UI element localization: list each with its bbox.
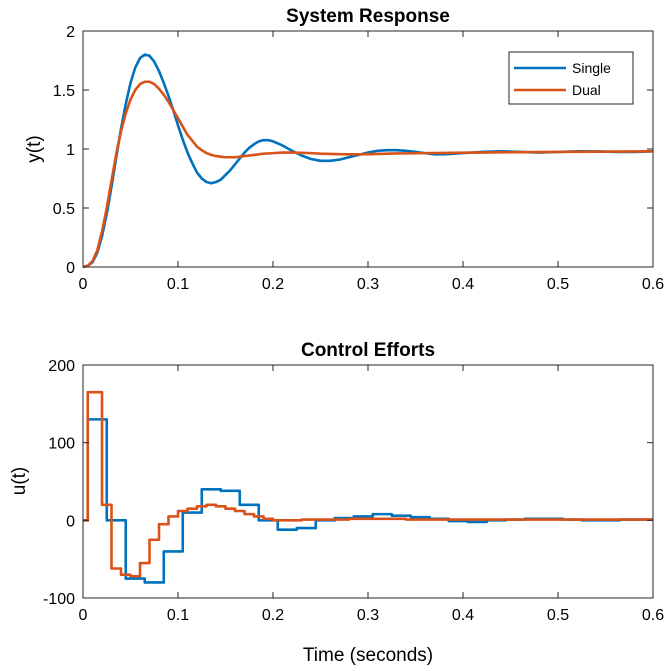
- effort-xtick-label: 0.1: [167, 607, 189, 624]
- response-xtick-label: 0.3: [357, 276, 379, 293]
- effort-title: Control Efforts: [301, 340, 435, 361]
- effort-axes: Control Efforts u(t) Time (seconds) 0 0.1…: [9, 340, 664, 666]
- legend-label-single: Single: [572, 60, 611, 76]
- effort-axes-box: [82, 364, 654, 599]
- effort-ytick-label: 200: [48, 358, 75, 375]
- response-ytick-label: 2: [66, 24, 75, 41]
- effort-series-dual-line: [83, 390, 653, 578]
- effort-ylabel: u(t): [9, 467, 30, 496]
- effort-plot-area: [83, 365, 653, 598]
- legend-label-dual: Dual: [572, 82, 601, 98]
- response-xtick-label: 0: [79, 276, 88, 293]
- effort-ytick-label: 0: [66, 513, 75, 530]
- effort-ytick-label: -100: [43, 591, 75, 608]
- response-xtick-label: 0.6: [642, 276, 664, 293]
- response-ytick-label: 1.5: [53, 83, 75, 100]
- response-ytick-label: 0: [66, 260, 75, 277]
- effort-ytick-label: 100: [48, 436, 75, 453]
- response-axes-box: [82, 30, 654, 268]
- effort-series-layer: [83, 390, 653, 584]
- response-series-dual-line: [82, 80, 654, 269]
- response-tick-layer: 0 0.1 0.2 0.3 0.4 0.5 0.6 0 0.5 1 1.5 2: [53, 24, 664, 293]
- response-ylabel: y(t): [24, 135, 45, 162]
- effort-xtick-label: 0.3: [357, 607, 379, 624]
- effort-xtick-label: 0.4: [452, 607, 474, 624]
- effort-xtick-label: 0.2: [262, 607, 284, 624]
- response-axes: System Response y(t) 0 0.1 0.2 0.3 0.4 0.5 0.6…: [24, 6, 664, 293]
- effort-xlabel: Time (seconds): [303, 645, 433, 666]
- effort-xtick-label: 0: [79, 607, 88, 624]
- response-title: System Response: [286, 6, 450, 27]
- response-legend: Single Dual: [508, 51, 634, 105]
- response-xtick-label: 0.2: [262, 276, 284, 293]
- response-xtick-label: 0.4: [452, 276, 474, 293]
- response-ytick-label: 1: [66, 142, 75, 159]
- response-xtick-label: 0.1: [167, 276, 189, 293]
- legend-box: [508, 51, 634, 105]
- effort-xtick-label: 0.6: [642, 607, 664, 624]
- response-series-layer: [82, 53, 654, 269]
- response-xtick-label: 0.5: [547, 276, 569, 293]
- effort-xtick-label: 0.5: [547, 607, 569, 624]
- response-ytick-label: 0.5: [53, 201, 75, 218]
